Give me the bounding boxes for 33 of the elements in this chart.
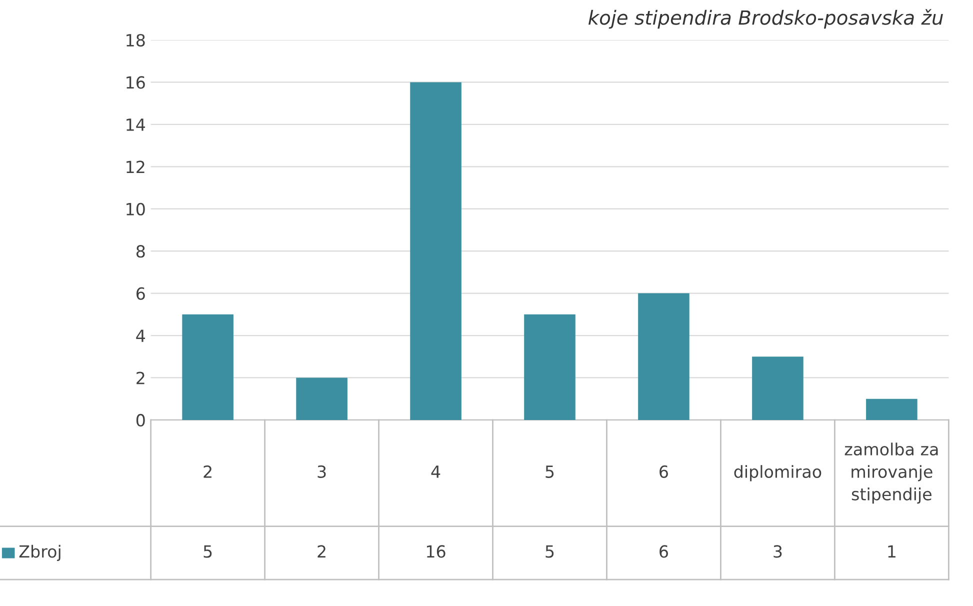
data-label: 3 [774,545,782,558]
bar [866,398,918,420]
bar [296,378,348,420]
x-tick-label: 2 [204,465,212,478]
bar [182,314,234,420]
y-tick-label: 16 [126,76,145,89]
x-tick-label: diplomirao [734,465,822,482]
data-label: 2 [318,545,326,558]
bar [524,314,576,420]
y-tick-label: 4 [136,330,146,342]
legend-label: Zbroj [19,544,60,562]
data-label: 5 [204,545,212,558]
bar [410,82,462,420]
x-tick-label: 4 [431,466,440,478]
bar [752,356,804,420]
x-tick-label: 5 [546,466,554,478]
y-tick-label: 0 [136,414,145,427]
x-tick-label: 6 [660,465,668,478]
data-label: 5 [546,545,554,558]
y-tick-label: 8 [136,245,145,258]
y-tick-label: 12 [126,160,144,173]
y-tick-label: 6 [136,287,145,300]
x-tick-label: zamolba za mirovanje stipendije [844,442,938,504]
data-label: 16 [426,545,446,558]
y-tick-label: 14 [126,118,146,131]
chart-title: koje stipendira Brodsko-posavska žu [588,9,943,29]
y-tick-label: 10 [126,202,145,216]
data-label: 6 [660,545,668,558]
data-label: 1 [888,545,896,558]
x-tick-label: 3 [318,465,326,478]
y-tick-label: 18 [126,34,145,47]
bar [638,293,690,420]
y-tick-label: 2 [136,372,144,384]
